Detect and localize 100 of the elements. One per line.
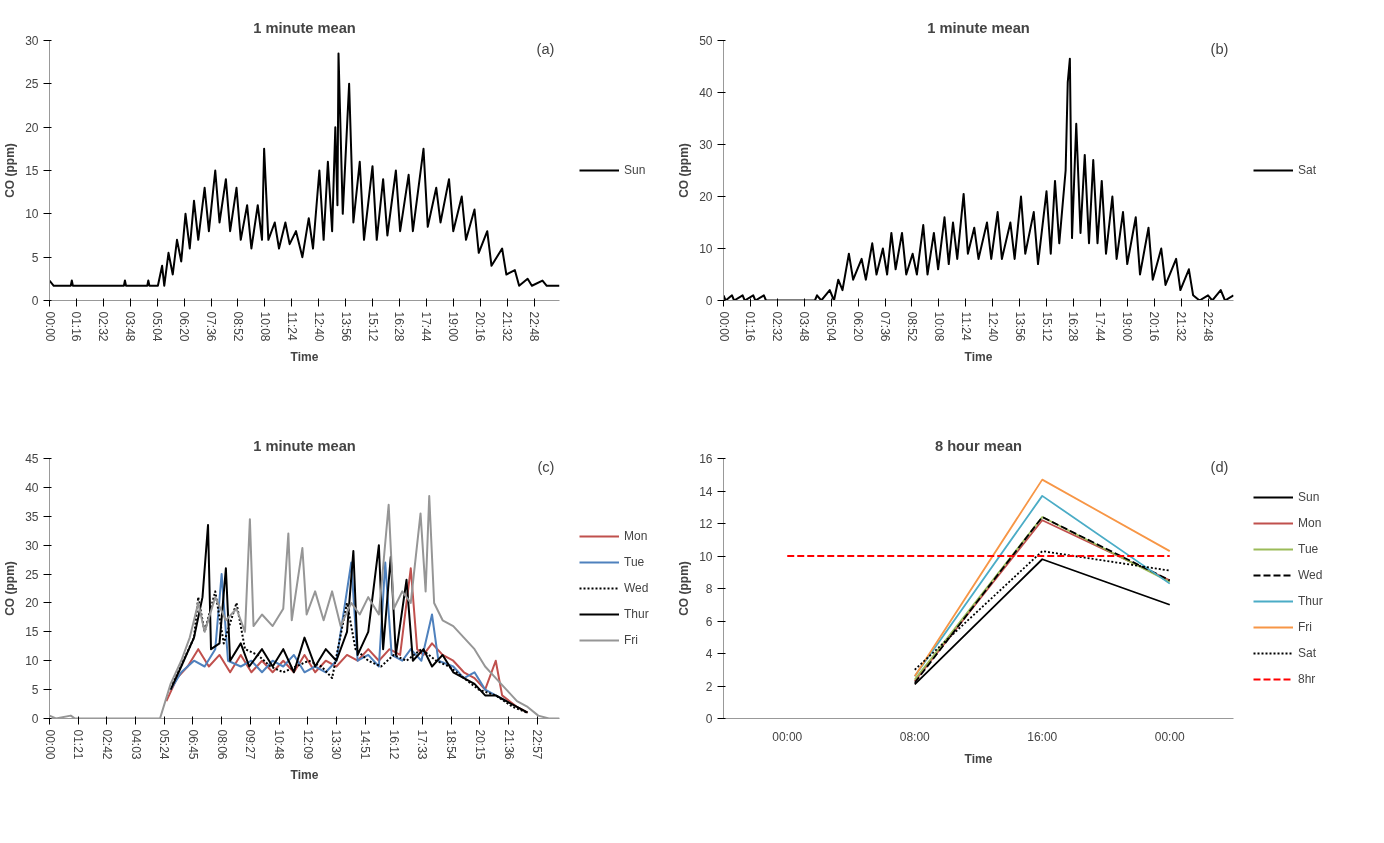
y-tick-label: 20 bbox=[699, 190, 713, 204]
x-tick-label: 11:24 bbox=[284, 311, 299, 341]
x-tick-label: 02:42 bbox=[99, 729, 114, 760]
x-tick-label: 08:52 bbox=[904, 311, 919, 342]
y-tick-label: 0 bbox=[705, 712, 713, 726]
y-tick-label: 4 bbox=[705, 647, 713, 661]
y-tick-label: 50 bbox=[699, 34, 713, 48]
x-tick-label: 16:00 bbox=[1027, 729, 1058, 744]
chart-title: 1 minute mean bbox=[253, 437, 356, 454]
x-tick-label: 20:15 bbox=[472, 729, 487, 760]
x-tick-label: 08:52 bbox=[230, 311, 245, 342]
x-axis-title: Time bbox=[964, 349, 993, 364]
x-tick-label: 01:21 bbox=[71, 729, 86, 760]
x-tick-label: 21:32 bbox=[500, 311, 515, 342]
y-tick-label: 5 bbox=[31, 250, 39, 265]
x-tick-label: 08:06 bbox=[214, 729, 229, 760]
legend-label: Fri bbox=[624, 633, 639, 647]
legend-label: Thur bbox=[624, 607, 649, 621]
y-tick-label: 8 bbox=[705, 582, 713, 596]
y-tick-label: 20 bbox=[25, 596, 39, 611]
x-tick-label: 03:48 bbox=[123, 311, 138, 342]
legend-label: Sat bbox=[1298, 646, 1317, 660]
x-tick-label: 17:44 bbox=[419, 311, 434, 342]
x-tick-label: 13:56 bbox=[338, 311, 353, 342]
x-tick-label: 09:27 bbox=[243, 729, 258, 760]
y-tick-label: 0 bbox=[705, 294, 713, 308]
legend-label: Wed bbox=[624, 581, 649, 595]
y-tick-label: 25 bbox=[25, 77, 39, 92]
x-tick-label: 12:40 bbox=[311, 311, 326, 342]
y-tick-label: 35 bbox=[25, 509, 39, 524]
x-tick-label: 16:28 bbox=[392, 311, 407, 342]
x-tick-label: 05:04 bbox=[150, 311, 165, 342]
chart-title: 8 hour mean bbox=[934, 437, 1023, 454]
x-tick-label: 13:56 bbox=[1012, 311, 1027, 342]
y-tick-label: 40 bbox=[699, 86, 713, 100]
y-tick-label: 5 bbox=[31, 683, 39, 698]
y-tick-label: 10 bbox=[25, 207, 39, 222]
chart-title: 1 minute mean bbox=[927, 19, 1030, 36]
y-tick-label: 6 bbox=[705, 614, 713, 629]
y-tick-label: 0 bbox=[31, 294, 39, 308]
x-tick-label: 06:45 bbox=[185, 729, 200, 760]
y-axis-title: CO (ppm) bbox=[677, 561, 692, 616]
annotation: (d) bbox=[1210, 458, 1229, 475]
x-tick-label: 18:54 bbox=[444, 729, 459, 760]
y-tick-label: 14 bbox=[699, 484, 713, 499]
y-tick-label: 2 bbox=[705, 679, 713, 694]
x-tick-label: 00:00 bbox=[42, 311, 57, 342]
y-tick-label: 30 bbox=[25, 538, 39, 553]
x-tick-label: 06:20 bbox=[177, 311, 192, 342]
x-tick-label: 12:09 bbox=[300, 729, 315, 760]
x-tick-label: 11:24 bbox=[958, 311, 973, 341]
x-tick-label: 10:08 bbox=[931, 311, 946, 342]
x-tick-label: 17:44 bbox=[1093, 311, 1108, 342]
x-tick-label: 04:03 bbox=[128, 729, 143, 760]
x-tick-label: 15:12 bbox=[1039, 311, 1054, 342]
y-tick-label: 10 bbox=[699, 549, 713, 564]
x-tick-label: 10:08 bbox=[257, 311, 272, 342]
x-tick-label: 02:32 bbox=[96, 311, 111, 342]
x-axis-title: Time bbox=[290, 349, 319, 364]
y-tick-label: 45 bbox=[25, 452, 39, 466]
legend-label: Thur bbox=[1298, 594, 1323, 608]
y-tick-label: 20 bbox=[25, 120, 39, 135]
y-axis-title: CO (ppm) bbox=[3, 143, 18, 198]
annotation: (a) bbox=[536, 40, 555, 57]
x-tick-label: 20:16 bbox=[473, 311, 488, 342]
x-tick-label: 22:48 bbox=[1201, 311, 1215, 342]
x-tick-label: 05:04 bbox=[824, 311, 839, 342]
y-tick-label: 40 bbox=[25, 480, 39, 495]
legend-label: 8hr bbox=[1298, 672, 1317, 686]
x-tick-label: 06:20 bbox=[851, 311, 866, 342]
y-tick-label: 15 bbox=[25, 625, 39, 640]
x-tick-label: 22:48 bbox=[527, 311, 541, 342]
x-tick-label: 21:36 bbox=[501, 729, 516, 760]
x-tick-label: 01:16 bbox=[69, 311, 84, 342]
legend-label: Sat bbox=[1298, 163, 1317, 177]
x-tick-label: 16:28 bbox=[1066, 311, 1081, 342]
legend-label: Tue bbox=[1298, 542, 1319, 556]
legend-label: Sun bbox=[1298, 490, 1320, 504]
y-tick-label: 30 bbox=[699, 138, 713, 152]
x-tick-label: 00:00 bbox=[1154, 729, 1186, 744]
x-tick-label: 08:00 bbox=[899, 729, 931, 744]
legend-label: Mon bbox=[624, 529, 648, 543]
annotation: (c) bbox=[537, 458, 555, 475]
x-tick-label: 15:12 bbox=[365, 311, 380, 342]
y-tick-label: 30 bbox=[25, 34, 39, 48]
legend-label: Wed bbox=[1298, 568, 1323, 582]
x-axis-title: Time bbox=[290, 767, 319, 782]
x-tick-label: 01:16 bbox=[743, 311, 758, 342]
x-tick-label: 03:48 bbox=[797, 311, 812, 342]
y-tick-label: 0 bbox=[31, 712, 39, 726]
x-tick-label: 13:30 bbox=[329, 729, 344, 760]
legend-label: Fri bbox=[1298, 620, 1313, 634]
x-tick-label: 07:36 bbox=[204, 311, 218, 342]
x-tick-label: 00:00 bbox=[716, 311, 731, 342]
x-tick-label: 21:32 bbox=[1174, 311, 1189, 342]
y-tick-label: 25 bbox=[25, 567, 39, 582]
x-tick-label: 20:16 bbox=[1147, 311, 1162, 342]
x-tick-label: 00:00 bbox=[772, 729, 803, 744]
y-tick-label: 16 bbox=[699, 452, 713, 466]
annotation: (b) bbox=[1210, 40, 1229, 57]
